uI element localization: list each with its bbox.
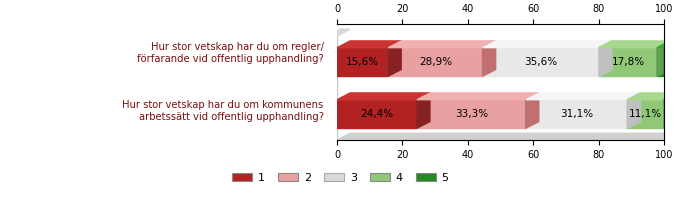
Bar [657,48,664,76]
Polygon shape [388,41,401,76]
Polygon shape [417,93,430,128]
Polygon shape [526,93,640,100]
Polygon shape [599,41,612,76]
Legend: 1, 2, 3, 4, 5: 1, 2, 3, 4, 5 [228,169,453,187]
Polygon shape [483,41,612,48]
Text: 15,6%: 15,6% [346,57,379,67]
Bar [483,48,599,76]
Polygon shape [328,29,350,36]
Polygon shape [664,93,677,128]
Bar [337,100,417,128]
Polygon shape [388,41,496,48]
Polygon shape [627,93,640,128]
Bar [627,100,664,128]
Text: 11,1%: 11,1% [629,109,662,119]
Bar [417,100,526,128]
Bar [599,48,657,76]
Text: 33,3%: 33,3% [455,109,488,119]
Polygon shape [337,41,401,48]
Polygon shape [337,133,677,140]
Polygon shape [657,41,670,76]
Polygon shape [417,93,539,100]
Bar [388,48,483,76]
Text: Hur stor vetskap har du om regler/
förfarande vid offentlig upphandling?: Hur stor vetskap har du om regler/ förfa… [137,42,323,64]
Text: 28,9%: 28,9% [419,57,452,67]
Text: 24,4%: 24,4% [360,109,394,119]
Polygon shape [526,93,539,128]
Polygon shape [664,41,678,76]
Bar [337,48,388,76]
Bar [526,100,627,128]
Polygon shape [337,93,430,100]
Polygon shape [599,41,670,48]
Text: 31,1%: 31,1% [560,109,593,119]
Text: 35,6%: 35,6% [524,57,557,67]
Polygon shape [483,41,496,76]
Polygon shape [627,93,677,100]
Polygon shape [657,41,678,48]
Bar [328,36,337,140]
Text: Hur stor vetskap har du om kommunens
arbetssätt vid offentlig upphandling?: Hur stor vetskap har du om kommunens arb… [123,100,323,122]
Text: 17,8%: 17,8% [612,57,645,67]
